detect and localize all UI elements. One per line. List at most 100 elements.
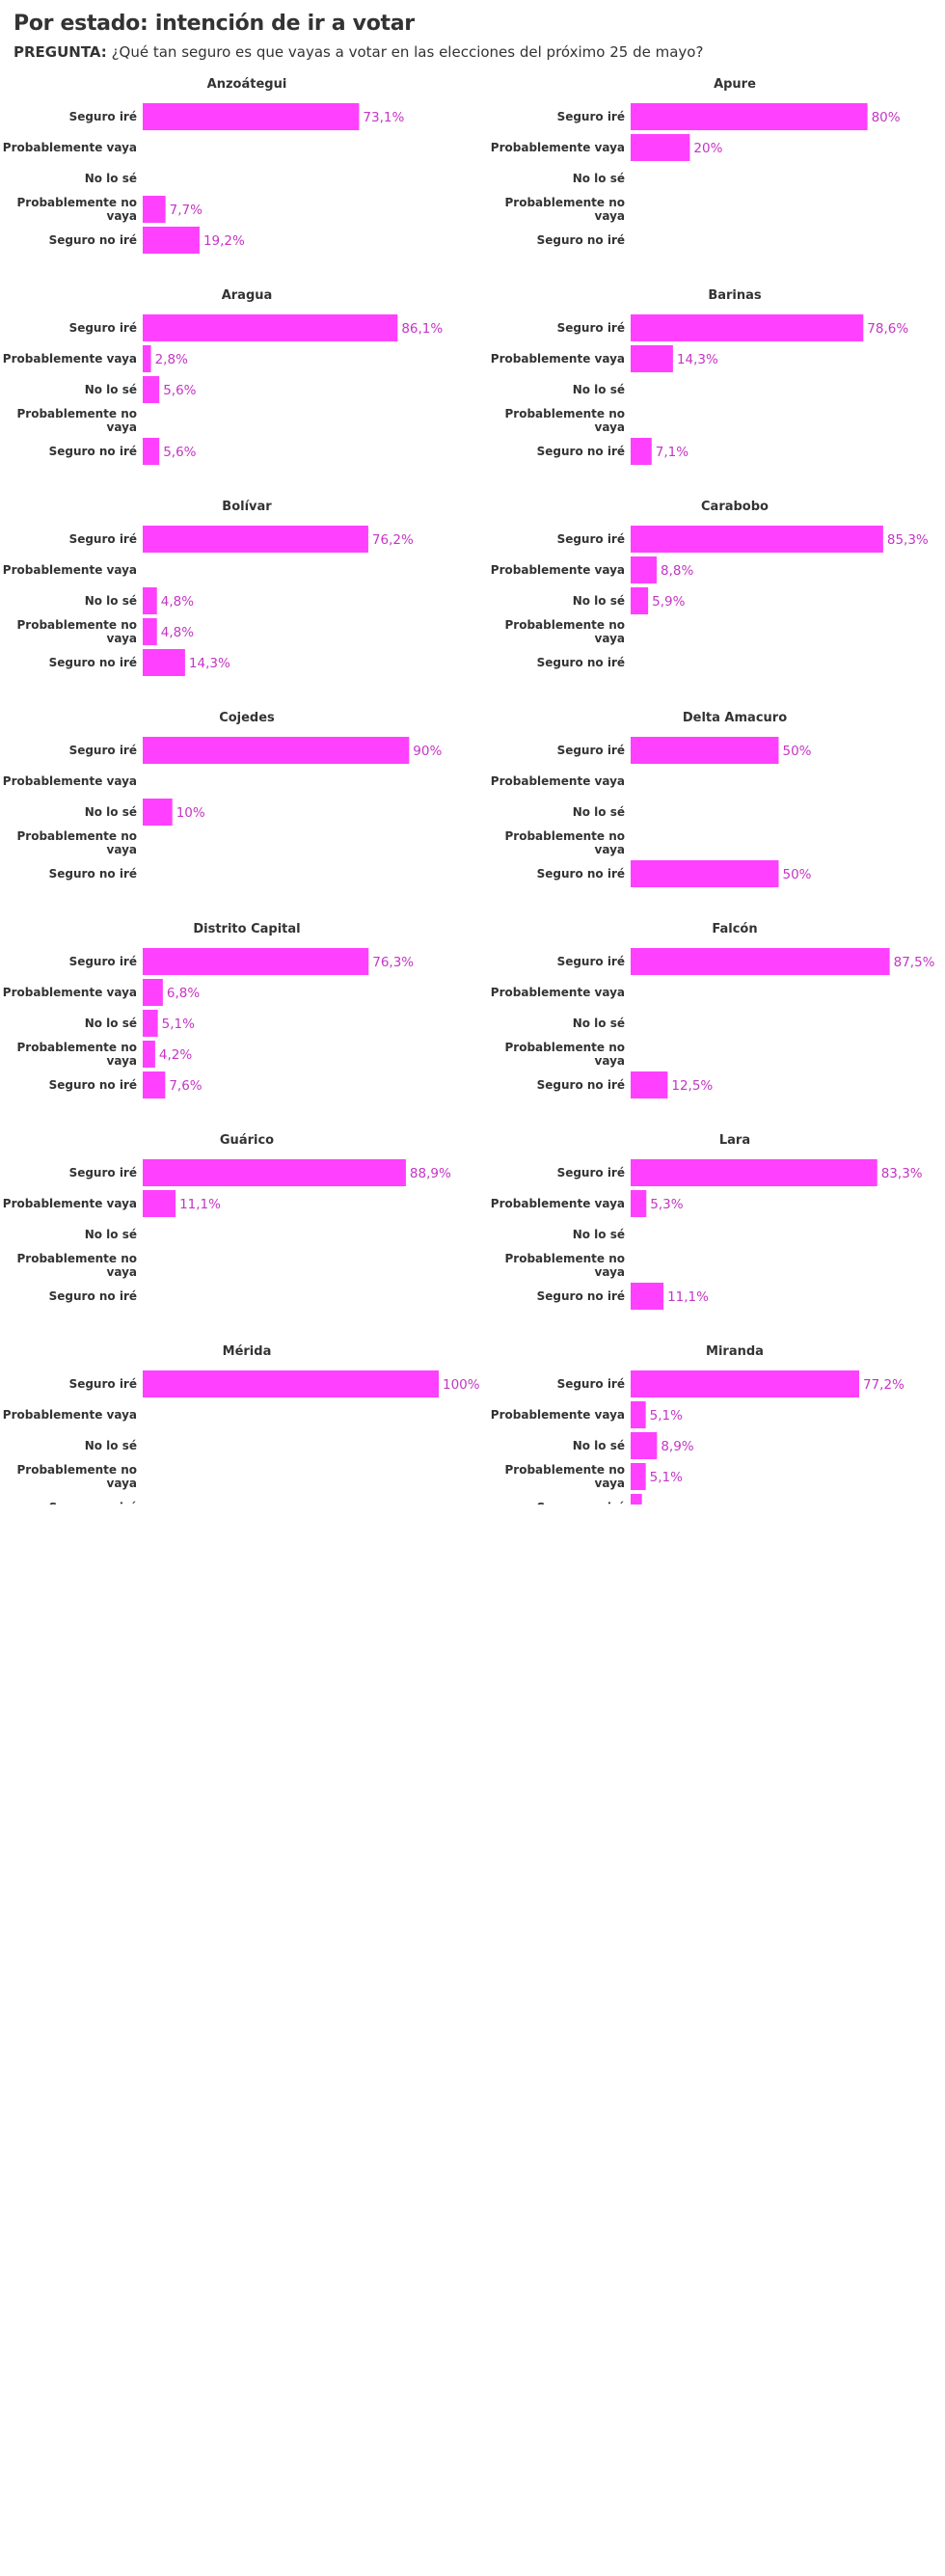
category-label-seguro-ire: Seguro iré <box>69 744 137 757</box>
chart-header: Por estado: intención de ir a votar PREG… <box>14 10 930 62</box>
bar-anzoategui-seguro-no-ire <box>143 227 200 254</box>
category-label-probablemente-vaya: Probablemente vaya <box>3 352 137 366</box>
category-label-probablemente-no-vaya: Probablemente no vaya <box>504 1041 625 1068</box>
category-label-seguro-no-ire: Seguro no iré <box>49 445 137 458</box>
category-label-seguro-ire: Seguro iré <box>69 110 137 123</box>
bar-barinas-seguro-no-ire <box>631 438 652 465</box>
panel-guarico: Guárico Seguro iré 88,9% Probablemente vaya… <box>3 1133 451 1303</box>
value-label: 20% <box>693 141 722 156</box>
small-multiples-chart: Anzoátegui Seguro iré 73,1% Probablemente v… <box>3 77 935 1505</box>
panel-anzoategui: Anzoátegui Seguro iré 73,1% Probablemente v… <box>3 77 404 254</box>
value-label: 73,1% <box>363 110 404 125</box>
category-label-no-lo-se: No lo sé <box>85 1439 137 1452</box>
category-label-no-lo-se: No lo sé <box>85 172 137 185</box>
bar-barinas-probablemente-vaya <box>631 345 673 372</box>
category-label-probablemente-vaya: Probablemente vaya <box>491 141 625 154</box>
panel-barinas: Barinas Seguro iré 78,6% Probablemente vaya… <box>491 288 908 465</box>
value-label: 11,1% <box>179 1197 221 1212</box>
panel-title: Delta Amacuro <box>683 711 787 725</box>
value-label: 100% <box>443 1377 480 1393</box>
bar-guarico-seguro-ire <box>143 1159 406 1186</box>
category-label-seguro-ire: Seguro iré <box>557 110 625 123</box>
bar-lara-probablemente-vaya <box>631 1190 647 1217</box>
category-label-probablemente-vaya: Probablemente vaya <box>3 1408 137 1422</box>
bar-cojedes-seguro-ire <box>143 737 410 764</box>
category-label-probablemente-no-vaya: Probablemente no vaya <box>16 1463 137 1490</box>
bar-distrito-capital-seguro-no-ire <box>143 1071 166 1098</box>
category-label-seguro-no-ire: Seguro no iré <box>49 1501 137 1505</box>
category-label-probablemente-no-vaya: Probablemente no vaya <box>504 196 625 223</box>
value-label: 4,8% <box>161 594 194 610</box>
panel-apure: Apure Seguro iré 80% Probablemente vaya 20% N… <box>491 77 901 247</box>
category-label-probablemente-vaya: Probablemente vaya <box>491 563 625 577</box>
bar-guarico-probablemente-vaya <box>143 1190 176 1217</box>
category-label-seguro-no-ire: Seguro no iré <box>537 445 625 458</box>
category-label-no-lo-se: No lo sé <box>573 172 625 185</box>
category-label-probablemente-vaya: Probablemente vaya <box>3 141 137 154</box>
panel-title: Guárico <box>220 1133 274 1148</box>
category-label-probablemente-vaya: Probablemente vaya <box>3 1197 137 1210</box>
category-label-probablemente-no-vaya: Probablemente no vaya <box>504 618 625 645</box>
bar-distrito-capital-seguro-ire <box>143 948 369 975</box>
subtitle-prefix: PREGUNTA: <box>14 43 107 61</box>
bar-anzoategui-seguro-ire <box>143 103 360 130</box>
category-label-seguro-no-ire: Seguro no iré <box>537 233 625 247</box>
category-label-seguro-ire: Seguro iré <box>69 1166 137 1180</box>
panel-bolivar: Bolívar Seguro iré 76,2% Probablemente vaya… <box>3 500 414 676</box>
panel-title: Falcón <box>712 922 757 936</box>
category-label-seguro-no-ire: Seguro no iré <box>537 1289 625 1303</box>
category-label-probablemente-vaya: Probablemente vaya <box>491 1197 625 1210</box>
category-label-no-lo-se: No lo sé <box>573 1017 625 1030</box>
panel-title: Aragua <box>222 288 273 303</box>
value-label: 76,3% <box>372 955 414 970</box>
bar-carabobo-no-lo-se <box>631 587 649 614</box>
bar-aragua-no-lo-se <box>143 376 160 403</box>
value-label: 14,3% <box>677 352 718 367</box>
category-label-probablemente-no-vaya: Probablemente no vaya <box>504 407 625 434</box>
panel-title: Carabobo <box>701 500 769 514</box>
category-label-probablemente-vaya: Probablemente vaya <box>491 986 625 999</box>
bar-aragua-probablemente-vaya <box>143 345 151 372</box>
category-label-no-lo-se: No lo sé <box>573 1439 625 1452</box>
category-label-seguro-ire: Seguro iré <box>557 532 625 546</box>
value-label: 11,1% <box>667 1289 709 1305</box>
panel-title: Apure <box>714 77 756 92</box>
category-label-no-lo-se: No lo sé <box>85 1228 137 1241</box>
category-label-probablemente-no-vaya: Probablemente no vaya <box>16 196 137 223</box>
value-label: 4,2% <box>159 1047 192 1063</box>
category-label-probablemente-no-vaya: Probablemente no vaya <box>16 829 137 856</box>
category-label-seguro-ire: Seguro iré <box>557 1377 625 1391</box>
category-label-seguro-ire: Seguro iré <box>557 955 625 968</box>
panel-delta-amacuro: Delta Amacuro Seguro iré 50% Probablemente … <box>491 711 812 887</box>
value-label: 12,5% <box>671 1078 713 1094</box>
bar-falcon-seguro-ire <box>631 948 890 975</box>
category-label-seguro-no-ire: Seguro no iré <box>537 867 625 881</box>
value-label: 50% <box>783 744 812 759</box>
panel-miranda: Miranda Seguro iré 77,2% Probablemente vaya… <box>491 1344 904 1505</box>
panel-title: Miranda <box>706 1344 764 1359</box>
category-label-seguro-ire: Seguro iré <box>69 532 137 546</box>
bar-miranda-probablemente-vaya <box>631 1401 646 1428</box>
category-label-probablemente-no-vaya: Probablemente no vaya <box>16 1041 137 1068</box>
panel-title: Bolívar <box>222 500 272 514</box>
category-label-no-lo-se: No lo sé <box>573 594 625 608</box>
value-label: 88,9% <box>410 1166 451 1181</box>
category-label-no-lo-se: No lo sé <box>85 383 137 396</box>
bar-delta-amacuro-seguro-no-ire <box>631 860 779 887</box>
category-label-probablemente-no-vaya: Probablemente no vaya <box>504 829 625 856</box>
chart-subtitle: PREGUNTA: ¿Qué tan seguro es que vayas a… <box>14 42 930 62</box>
panel-title: Distrito Capital <box>193 922 300 936</box>
category-label-probablemente-no-vaya: Probablemente no vaya <box>504 1463 625 1490</box>
category-label-seguro-ire: Seguro iré <box>69 321 137 335</box>
value-label: 4,8% <box>161 625 194 640</box>
panel-title: Barinas <box>708 288 762 303</box>
bar-carabobo-seguro-ire <box>631 526 883 553</box>
bar-apure-probablemente-vaya <box>631 134 690 161</box>
panel-carabobo: Carabobo Seguro iré 85,3% Probablemente vay… <box>491 500 929 669</box>
category-label-seguro-ire: Seguro iré <box>69 1377 137 1391</box>
bar-miranda-seguro-ire <box>631 1370 860 1397</box>
bar-carabobo-probablemente-vaya <box>631 556 658 583</box>
category-label-seguro-no-ire: Seguro no iré <box>537 1501 625 1505</box>
value-label: 5,1% <box>650 1470 683 1485</box>
category-label-seguro-no-ire: Seguro no iré <box>49 1289 137 1303</box>
